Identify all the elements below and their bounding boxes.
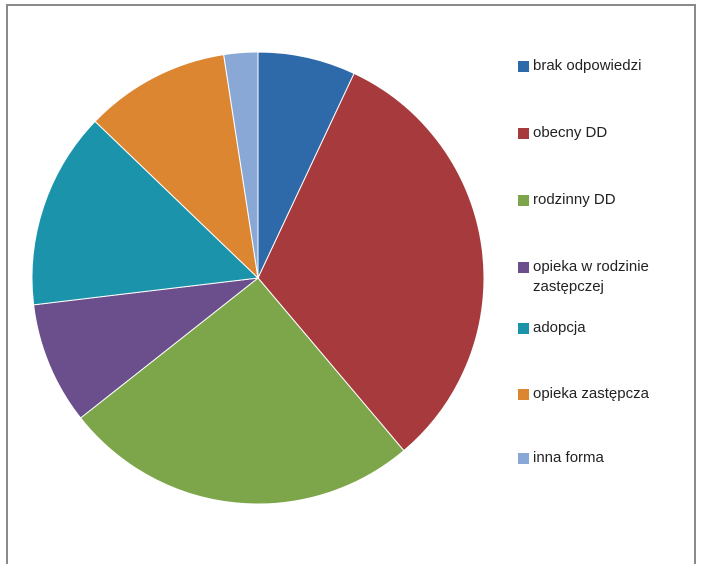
pie-chart	[31, 51, 485, 505]
legend-swatch	[518, 61, 529, 72]
legend-label: opieka w rodzinie zastępczej	[533, 258, 649, 295]
pie-slice-inna-forma	[223, 51, 259, 279]
legend-item-inna-forma: inna forma	[518, 448, 698, 468]
legend-item-brak-odpowiedzi: brak odpowiedzi	[518, 56, 698, 76]
legend-swatch	[518, 453, 529, 464]
legend-swatch	[518, 128, 529, 139]
legend-label: rodzinny DD	[533, 191, 616, 208]
legend-swatch	[518, 389, 529, 400]
legend-item-opieka-zastępcza: opieka zastępcza	[518, 384, 698, 404]
legend-label: adopcja	[533, 319, 586, 336]
legend-swatch	[518, 262, 529, 273]
pie-slice-obecny-dd	[257, 72, 485, 452]
pie-slice-rodzinny-dd	[79, 277, 405, 505]
legend-item-obecny-dd: obecny DD	[518, 123, 698, 143]
legend-swatch	[518, 323, 529, 334]
pie-slice-adopcja	[31, 120, 260, 306]
legend-item-rodzinny-dd: rodzinny DD	[518, 190, 698, 210]
legend-swatch	[518, 195, 529, 206]
legend-label: opieka zastępcza	[533, 385, 649, 402]
legend-label: obecny DD	[533, 124, 608, 141]
legend-item-adopcja: adopcja	[518, 318, 698, 338]
legend-label: inna forma	[533, 449, 604, 466]
pie-slice-opieka-w-rodzinie-zastępczej	[33, 277, 260, 419]
legend-item-opieka-w-rodzinie-zastępczej: opieka w rodzinie zastępczej	[518, 257, 698, 297]
pie-slice-opieka-zastępcza	[94, 54, 259, 280]
legend-label: brak odpowiedzi	[533, 57, 642, 74]
